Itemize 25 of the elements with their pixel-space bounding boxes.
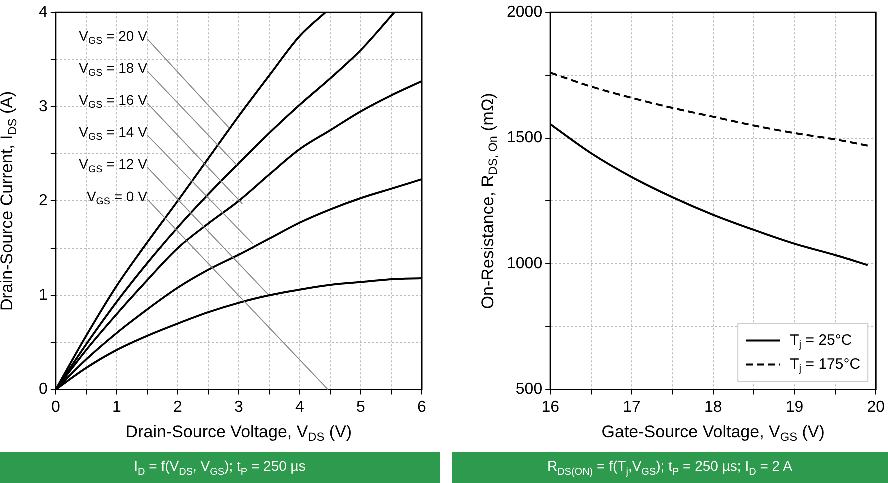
y-tick-label: 1 bbox=[38, 286, 48, 304]
x-tick-label: 18 bbox=[704, 398, 722, 416]
y-tick-label: 1000 bbox=[507, 255, 543, 272]
x-tick-label: 17 bbox=[623, 398, 641, 416]
y-tick-label: 4 bbox=[38, 4, 48, 22]
y-axis-title: Drain-Source Current, IDS (A) bbox=[0, 91, 20, 312]
x-tick-label: 3 bbox=[234, 398, 244, 416]
y-tick-label: 3 bbox=[38, 98, 48, 116]
x-tick-label: 5 bbox=[356, 398, 366, 416]
x-tick-label: 0 bbox=[51, 398, 60, 416]
x-tick-label: 6 bbox=[418, 398, 427, 416]
x-tick-label: 2 bbox=[173, 398, 182, 416]
text: R$_{DS(ON)}$ = f(T$_{j}$,V$_{GS}$); t$_{P}$ = 250 µs; I$_{D}$ = 2 A bbox=[547, 458, 793, 478]
x-tick-label: 16 bbox=[542, 398, 560, 416]
y-tick-label: 0 bbox=[38, 381, 48, 398]
text: I$_{D}$ = f(V$_{DS}$, V$_{GS}$); t$_{P}$ = 250 µs bbox=[134, 458, 306, 478]
x-tick-label: 1 bbox=[112, 398, 122, 416]
x-tick-label: 19 bbox=[786, 398, 804, 416]
y-tick-label: 1500 bbox=[507, 130, 543, 147]
y-tick-label: 500 bbox=[516, 381, 543, 398]
y-tick-label: 2000 bbox=[507, 4, 543, 22]
x-tick-label: 4 bbox=[296, 398, 305, 416]
y-tick-label: 2 bbox=[38, 192, 48, 210]
x-tick-label: 20 bbox=[867, 398, 886, 416]
y-axis-title: On-Resistance, RDS, On (mΩ) bbox=[478, 93, 500, 310]
